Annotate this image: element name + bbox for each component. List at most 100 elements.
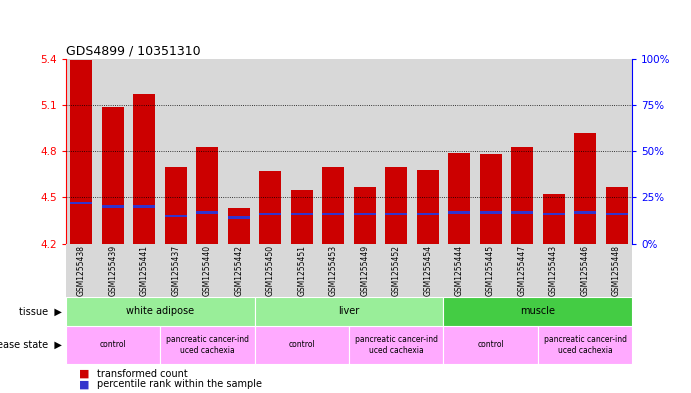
Bar: [480, 154, 502, 244]
Text: GSM1255441: GSM1255441: [140, 245, 149, 296]
Bar: [574, 211, 596, 214]
Bar: [317, 244, 349, 297]
Text: disease state  ▶: disease state ▶: [0, 340, 62, 350]
Bar: [259, 213, 281, 215]
Text: ■: ■: [79, 379, 90, 389]
Bar: [511, 211, 533, 214]
Bar: [475, 59, 507, 244]
Text: GSM1255442: GSM1255442: [234, 245, 243, 296]
Bar: [507, 59, 538, 244]
Bar: [412, 59, 444, 244]
Text: pancreatic cancer-ind
uced cachexia: pancreatic cancer-ind uced cachexia: [354, 335, 437, 354]
Bar: [286, 59, 317, 244]
Bar: [444, 297, 632, 326]
Text: control: control: [100, 340, 126, 349]
Bar: [444, 244, 475, 297]
Bar: [160, 244, 191, 297]
Bar: [70, 61, 93, 244]
Bar: [538, 326, 632, 364]
Text: GSM1255453: GSM1255453: [329, 245, 338, 296]
Text: GSM1255439: GSM1255439: [108, 245, 117, 296]
Text: liver: liver: [339, 307, 359, 316]
Bar: [507, 244, 538, 297]
Bar: [191, 59, 223, 244]
Bar: [354, 187, 376, 244]
Bar: [322, 213, 344, 215]
Text: GSM1255449: GSM1255449: [360, 245, 369, 296]
Bar: [196, 211, 218, 214]
Text: GSM1255440: GSM1255440: [202, 245, 212, 296]
Bar: [97, 59, 129, 244]
Text: GSM1255451: GSM1255451: [297, 245, 306, 296]
Bar: [381, 59, 412, 244]
Bar: [511, 147, 533, 244]
Bar: [133, 205, 155, 208]
Text: GSM1255446: GSM1255446: [580, 245, 589, 296]
Bar: [569, 244, 600, 297]
Bar: [448, 211, 470, 214]
Text: GSM1255450: GSM1255450: [266, 245, 275, 296]
Bar: [160, 326, 254, 364]
Bar: [542, 213, 565, 215]
Bar: [160, 59, 191, 244]
Bar: [66, 244, 97, 297]
Bar: [605, 187, 627, 244]
Text: GSM1255452: GSM1255452: [392, 245, 401, 296]
Bar: [538, 59, 569, 244]
Bar: [600, 244, 632, 297]
Text: white adipose: white adipose: [126, 307, 194, 316]
Bar: [133, 94, 155, 244]
Bar: [70, 202, 93, 204]
Bar: [542, 195, 565, 244]
Bar: [228, 217, 249, 219]
Bar: [254, 244, 286, 297]
Bar: [349, 326, 444, 364]
Bar: [381, 244, 412, 297]
Text: pancreatic cancer-ind
uced cachexia: pancreatic cancer-ind uced cachexia: [544, 335, 627, 354]
Bar: [254, 297, 444, 326]
Bar: [417, 170, 439, 244]
Text: tissue  ▶: tissue ▶: [19, 307, 62, 316]
Bar: [254, 59, 286, 244]
Bar: [66, 59, 97, 244]
Bar: [164, 167, 187, 244]
Text: percentile rank within the sample: percentile rank within the sample: [97, 379, 262, 389]
Text: GSM1255454: GSM1255454: [423, 245, 432, 296]
Bar: [254, 326, 349, 364]
Text: control: control: [288, 340, 315, 349]
Text: ■: ■: [79, 369, 90, 379]
Bar: [291, 213, 313, 215]
Bar: [385, 213, 407, 215]
Bar: [417, 213, 439, 215]
Bar: [129, 244, 160, 297]
Text: GSM1255437: GSM1255437: [171, 245, 180, 296]
Bar: [385, 167, 407, 244]
Bar: [102, 205, 124, 208]
Bar: [191, 244, 223, 297]
Text: muscle: muscle: [520, 307, 556, 316]
Bar: [448, 153, 470, 244]
Bar: [164, 215, 187, 217]
Bar: [605, 213, 627, 215]
Text: transformed count: transformed count: [97, 369, 187, 379]
Bar: [349, 244, 381, 297]
Bar: [66, 297, 254, 326]
Text: GDS4899 / 10351310: GDS4899 / 10351310: [66, 45, 200, 58]
Bar: [538, 244, 569, 297]
Bar: [349, 59, 381, 244]
Bar: [66, 326, 160, 364]
Bar: [129, 59, 160, 244]
Bar: [196, 147, 218, 244]
Text: control: control: [477, 340, 504, 349]
Bar: [569, 59, 600, 244]
Text: GSM1255438: GSM1255438: [77, 245, 86, 296]
Bar: [223, 59, 254, 244]
Text: GSM1255448: GSM1255448: [612, 245, 621, 296]
Bar: [444, 326, 538, 364]
Bar: [574, 133, 596, 244]
Bar: [291, 190, 313, 244]
Text: GSM1255443: GSM1255443: [549, 245, 558, 296]
Bar: [286, 244, 317, 297]
Text: GSM1255444: GSM1255444: [455, 245, 464, 296]
Text: GSM1255447: GSM1255447: [518, 245, 527, 296]
